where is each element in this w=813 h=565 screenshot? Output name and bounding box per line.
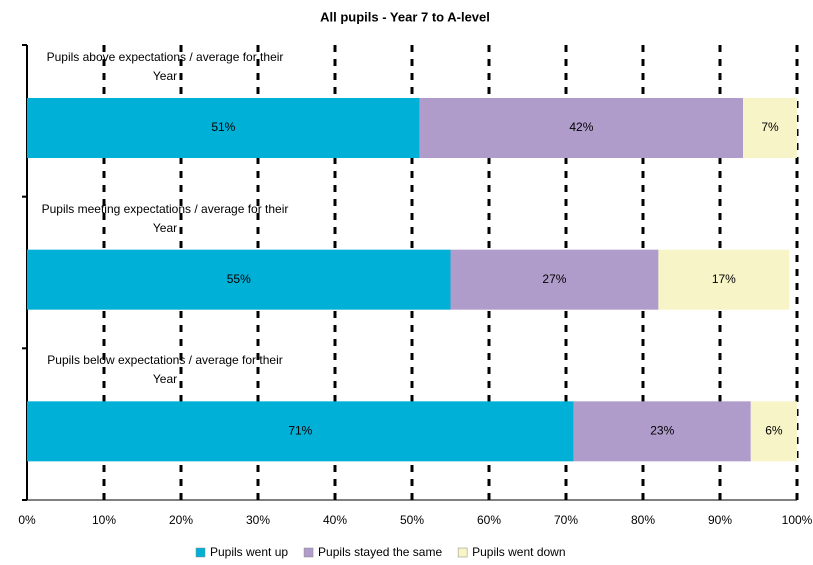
x-tick-label: 30% [246,513,270,527]
bar-segment [658,249,790,310]
bar-segment [450,249,659,310]
bar-segment [743,98,797,158]
bar-segment [573,401,751,462]
bar-segment [27,98,420,158]
x-tick-label: 70% [554,513,578,527]
value-label: 17% [712,272,736,286]
category-label: Pupils below expectations / average for … [47,353,283,387]
legend-swatch [303,547,314,558]
value-label: 6% [765,424,783,438]
category-label: Pupils above expectations / average for … [46,50,284,83]
value-label: 42% [569,120,593,134]
value-label: 7% [761,120,779,134]
bar-segment [750,401,797,462]
legend-label: Pupils went up [210,545,288,559]
x-tick-label: 40% [323,513,347,527]
x-tick-label: 50% [400,513,424,527]
bar-segment [419,98,744,158]
bar-segment [27,249,451,310]
legend-label: Pupils went down [472,545,565,559]
x-tick-label: 100% [782,513,813,527]
value-label: 23% [650,424,674,438]
x-tick-label: 60% [477,513,501,527]
x-tick-label: 20% [169,513,193,527]
x-tick-label: 10% [92,513,116,527]
value-label: 27% [542,272,566,286]
legend-label: Pupils stayed the same [318,545,442,559]
chart-title: All pupils - Year 7 to A-level [320,9,490,24]
value-label: 51% [211,120,235,134]
legend-swatch [457,547,468,558]
x-tick-label: 80% [631,513,655,527]
x-tick-label: 90% [708,513,732,527]
legend-swatch [195,547,206,558]
bar-segment [27,401,574,462]
category-label: Pupils meeting expectations / average fo… [41,201,289,235]
value-label: 55% [227,272,251,286]
x-tick-label: 0% [18,513,36,527]
value-label: 71% [288,424,312,438]
